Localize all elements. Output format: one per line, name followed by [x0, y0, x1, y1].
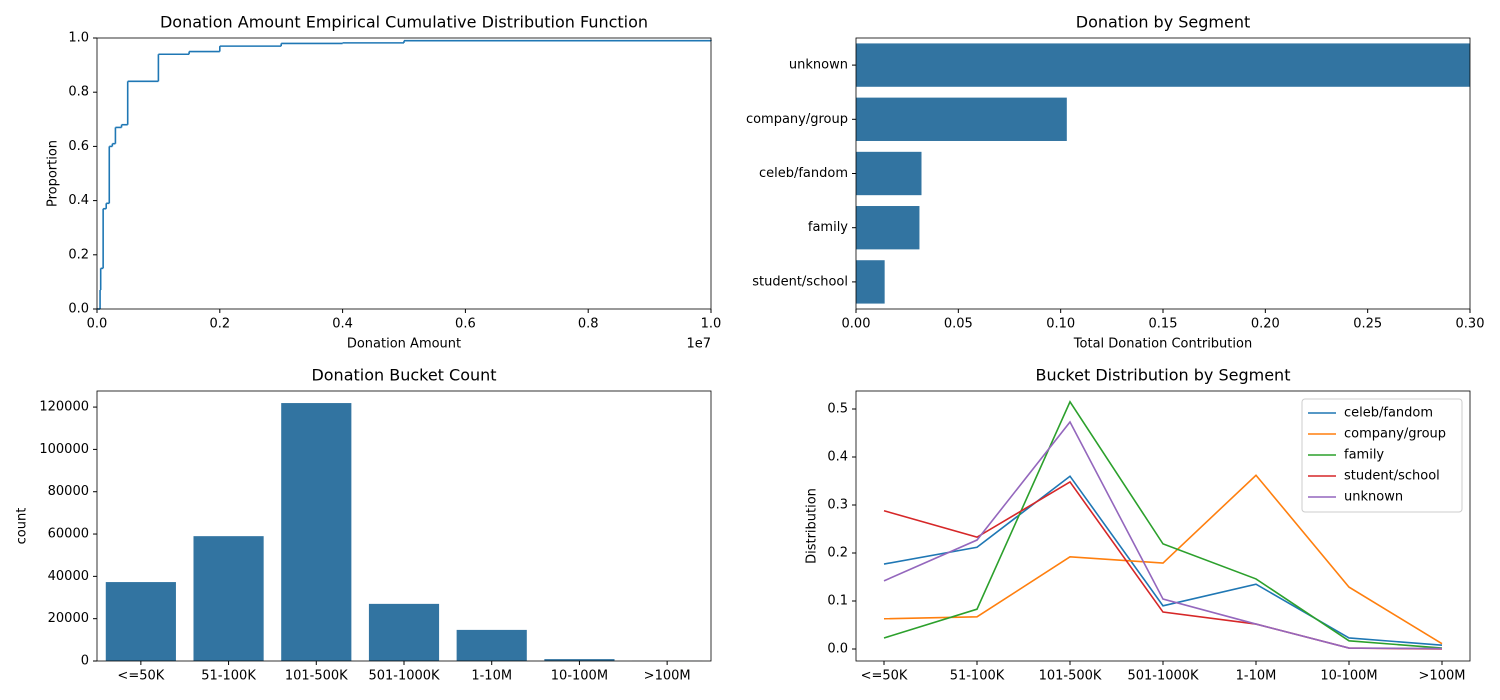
bar	[105, 582, 176, 661]
y-tick-label: 0.6	[68, 139, 89, 154]
x-tick-label: >100M	[644, 669, 691, 684]
bar	[856, 151, 922, 196]
bar	[856, 97, 1067, 141]
bar	[856, 260, 885, 304]
bar	[456, 629, 527, 661]
y-tick-label: 0.0	[68, 302, 89, 317]
x-tick-label: 0.8	[578, 317, 599, 332]
series-line	[883, 474, 1443, 645]
x-tick-label: 1.0	[701, 317, 722, 332]
chart-title: Donation by Segment	[1076, 13, 1251, 32]
bar	[856, 206, 920, 250]
series-line	[883, 475, 1443, 646]
x-tick-label: 501-1000K	[368, 669, 440, 684]
chart-title: Donation Amount Empirical Cumulative Dis…	[160, 13, 648, 32]
x-tick-label: 10-100M	[551, 669, 608, 684]
bar	[281, 403, 352, 661]
chart-title: Donation Bucket Count	[311, 366, 496, 385]
y-tick-label: 0.8	[68, 85, 89, 100]
subplot: Donation by Segment Total Donation Contri…	[746, 13, 1485, 352]
series-line	[883, 420, 1443, 650]
legend-label: unknown	[1344, 490, 1403, 505]
y-tick-label: 120000	[39, 400, 89, 415]
y-axis-label: Distribution	[805, 488, 820, 564]
y-tick-label: 80000	[48, 484, 89, 499]
x-tick-label: 51-100K	[950, 669, 1005, 684]
x-tick-label: 0.05	[944, 317, 973, 332]
subplot: Donation Bucket Count count 0 20000 40000 600…	[15, 366, 712, 684]
bar	[368, 603, 440, 661]
legend-box	[1301, 398, 1463, 513]
legend-label: company/group	[1344, 427, 1446, 442]
x-tick-label: <=50K	[861, 669, 908, 684]
y-axis-label: count	[15, 508, 30, 545]
legend-label: student/school	[1344, 469, 1440, 484]
x-tick-label: 1-10M	[1236, 669, 1277, 684]
bar	[856, 43, 1470, 87]
x-tick-label: 0.15	[1149, 317, 1178, 332]
x-tick-label: 501-1000K	[1127, 669, 1199, 684]
x-tick-label: 0.30	[1456, 317, 1485, 332]
bar	[193, 536, 264, 661]
x-axis-label: Donation Amount	[347, 337, 461, 352]
x-axis-label: Total Donation Contribution	[1073, 337, 1252, 352]
y-tick-label: family	[808, 220, 848, 235]
y-tick-label: 0.4	[68, 193, 89, 208]
legend-label: family	[1344, 448, 1384, 463]
axes-frame	[855, 37, 1471, 310]
x-tick-label: >100M	[1419, 669, 1466, 684]
x-tick-label: 0.6	[455, 317, 476, 332]
axes-frame	[96, 390, 712, 662]
y-tick-label: student/school	[752, 274, 848, 289]
x-tick-label: 1-10M	[471, 669, 512, 684]
x-tick-label: 0.00	[842, 317, 871, 332]
x-tick-label: 101-500K	[285, 669, 348, 684]
y-axis-label: Proportion	[46, 140, 61, 207]
y-tick-label: 60000	[48, 527, 89, 542]
y-tick-label: 0.3	[827, 498, 848, 513]
y-tick-label: 0	[81, 654, 89, 669]
y-tick-label: 0.1	[827, 594, 848, 609]
y-tick-label: 40000	[48, 569, 89, 584]
subplot: Donation Amount Empirical Cumulative Dis…	[46, 13, 722, 352]
chart-title: Bucket Distribution by Segment	[1036, 366, 1291, 385]
x-tick-label: 0.20	[1251, 317, 1280, 332]
y-tick-label: 0.0	[827, 642, 848, 657]
axes-frame	[855, 390, 1471, 662]
x-tick-label: 0.10	[1046, 317, 1075, 332]
y-tick-label: unknown	[789, 58, 848, 73]
bar	[544, 659, 615, 661]
y-tick-label: 1.0	[68, 31, 89, 46]
x-tick-label: 101-500K	[1039, 669, 1102, 684]
x-tick-label: 0.25	[1353, 317, 1382, 332]
axes-frame	[96, 37, 712, 310]
y-tick-label: 0.2	[68, 247, 89, 262]
y-tick-label: 0.5	[827, 402, 848, 417]
x-tick-label: 0.2	[209, 317, 230, 332]
subplot: Bucket Distribution by Segment Distributi…	[805, 366, 1471, 684]
x-tick-label: 10-100M	[1320, 669, 1377, 684]
x-tick-label: 0.0	[87, 317, 108, 332]
y-tick-label: celeb/fandom	[759, 166, 848, 181]
series-line	[883, 400, 1443, 649]
legend-label: celeb/fandom	[1344, 406, 1433, 421]
x-tick-label: 0.4	[332, 317, 353, 332]
x-tick-label: <=50K	[117, 669, 164, 684]
y-tick-label: 0.4	[827, 450, 848, 465]
y-tick-label: company/group	[746, 112, 848, 127]
y-tick-label: 100000	[39, 442, 89, 457]
y-tick-label: 20000	[48, 611, 89, 626]
x-tick-label: 51-100K	[201, 669, 256, 684]
x-offset-label: 1e7	[686, 337, 711, 352]
y-tick-label: 0.2	[827, 546, 848, 561]
